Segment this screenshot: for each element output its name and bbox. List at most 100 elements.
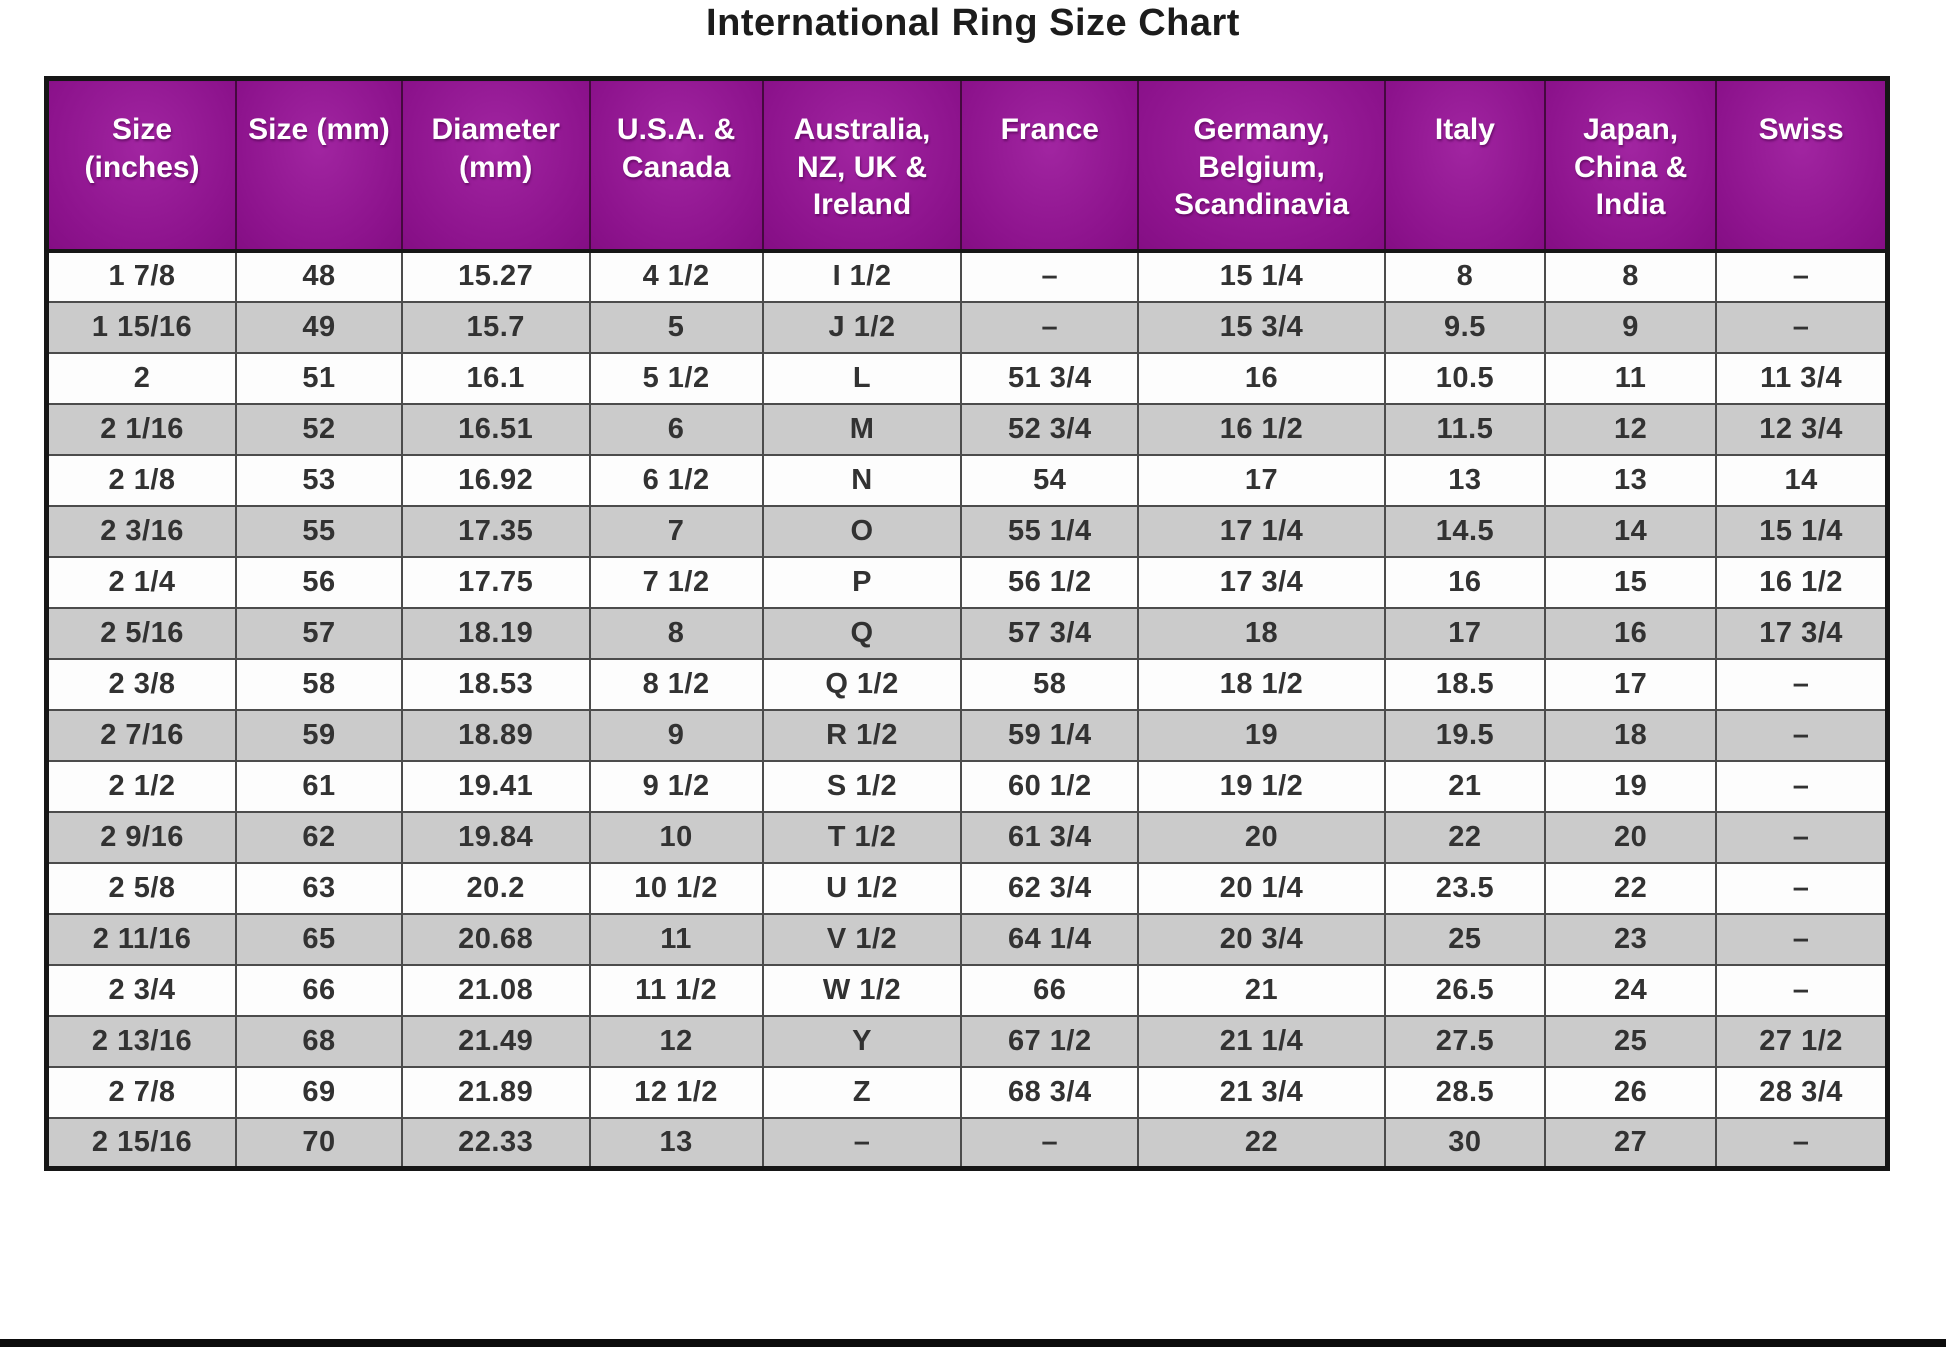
table-cell: 21 (1137, 963, 1386, 1017)
table-cell: 9 (1544, 300, 1718, 354)
table-cell: 2 5/8 (45, 861, 238, 915)
table-cell: 21.89 (400, 1065, 591, 1119)
table-cell: 16 (1383, 555, 1547, 609)
table-cell: Y (761, 1014, 963, 1068)
table-cell: – (1715, 861, 1889, 915)
table-cell: M (761, 402, 963, 456)
table-cell: 15.7 (400, 300, 591, 354)
table-row: 2 1/2 61 19.41 9 1/2 S 1/2 60 1/2 19 1/2 21 19– (45, 759, 1889, 813)
table-cell: 15 (1544, 555, 1718, 609)
table-cell: 19.41 (400, 759, 591, 813)
table-cell: 56 (235, 555, 403, 609)
table-cell: 56 1/2 (960, 555, 1140, 609)
table-cell: 13 (1544, 453, 1718, 507)
table-cell: 22 (1383, 810, 1547, 864)
table-cell: 53 (235, 453, 403, 507)
table-row: 2 1/4 56 17.75 7 1/2 P 56 1/2 17 3/4 16 15 16 1/2 (45, 555, 1889, 609)
table-cell: 28.5 (1383, 1065, 1547, 1119)
column-header: Australia, NZ, UK & Ireland (761, 78, 963, 253)
column-header: Swiss (1715, 78, 1889, 253)
table-cell: 55 (235, 504, 403, 558)
table-cell: 59 (235, 708, 403, 762)
table-cell: N (761, 453, 963, 507)
table-cell: 19 1/2 (1137, 759, 1386, 813)
table-cell: 25 (1544, 1014, 1718, 1068)
table-cell: 20 (1544, 810, 1718, 864)
table-row: 1 15/16 49 15.7 5 J 1/2–15 3/4 9.5 9– (45, 300, 1889, 354)
table-cell: 2 15/16 (45, 1116, 238, 1170)
table-cell: 17 (1383, 606, 1547, 660)
table-cell: 18.5 (1383, 657, 1547, 711)
table-cell: 30 (1383, 1116, 1547, 1170)
table-row: 2 51 16.1 5 1/2 L 51 3/4 16 10.5 11 11 3/4 (45, 351, 1889, 405)
table-cell: 12 3/4 (1715, 402, 1889, 456)
table-cell: 10.5 (1383, 351, 1547, 405)
table-cell: 21.49 (400, 1014, 591, 1068)
column-header: Italy (1383, 78, 1547, 253)
table-cell: 63 (235, 861, 403, 915)
table-cell: 22 (1137, 1116, 1386, 1170)
column-header: France (960, 78, 1140, 253)
table-cell: 58 (235, 657, 403, 711)
table-cell: 6 1/2 (588, 453, 764, 507)
table-cell: 12 (1544, 402, 1718, 456)
table-cell: 51 3/4 (960, 351, 1140, 405)
header-row: Size (inches) Size (mm) Diameter (mm) U.S.A… (45, 78, 1889, 253)
table-cell: – (960, 300, 1140, 354)
table-cell: 25 (1383, 912, 1547, 966)
table-cell: 7 (588, 504, 764, 558)
table-cell: 52 (235, 402, 403, 456)
table-cell: – (1715, 708, 1889, 762)
table-cell: 16.51 (400, 402, 591, 456)
table-cell: – (1715, 1116, 1889, 1170)
table-cell: 16 (1544, 606, 1718, 660)
table-cell: 26.5 (1383, 963, 1547, 1017)
table-cell: 15 1/4 (1715, 504, 1889, 558)
table-cell: 23 (1544, 912, 1718, 966)
table-cell: O (761, 504, 963, 558)
table-cell: 54 (960, 453, 1140, 507)
table-cell: – (960, 1116, 1140, 1170)
column-header: Size (inches) (45, 78, 238, 253)
table-row: 2 7/8 69 21.89 12 1/2 Z 68 3/4 21 3/4 28.5 26 28 … (45, 1065, 1889, 1119)
table-cell: 69 (235, 1065, 403, 1119)
table-cell: 15 1/4 (1137, 249, 1386, 303)
table-cell: U 1/2 (761, 861, 963, 915)
table-cell: 51 (235, 351, 403, 405)
table-cell: 62 3/4 (960, 861, 1140, 915)
table-cell: 18.89 (400, 708, 591, 762)
table-cell: 52 3/4 (960, 402, 1140, 456)
table-cell: 19 (1544, 759, 1718, 813)
table-cell: 13 (1383, 453, 1547, 507)
table-cell: 2 9/16 (45, 810, 238, 864)
table-cell: 26 (1544, 1065, 1718, 1119)
table-cell: 17 (1544, 657, 1718, 711)
column-header: Germany, Belgium, Scandinavia (1137, 78, 1386, 253)
table-cell: 10 1/2 (588, 861, 764, 915)
table-cell: 19 (1137, 708, 1386, 762)
table-cell: 16 1/2 (1137, 402, 1386, 456)
table-cell: 11 (1544, 351, 1718, 405)
table-cell: 14 (1715, 453, 1889, 507)
table-cell: Z (761, 1065, 963, 1119)
table-cell: 64 1/4 (960, 912, 1140, 966)
table-cell: 27 1/2 (1715, 1014, 1889, 1068)
table-cell: I 1/2 (761, 249, 963, 303)
table-cell: 19.5 (1383, 708, 1547, 762)
table-row: 2 3/16 55 17.35 7 O 55 1/4 17 1/4 14.5 14 15 1/4 (45, 504, 1889, 558)
table-cell: 9 (588, 708, 764, 762)
table-cell: 2 7/16 (45, 708, 238, 762)
table-cell: 18 1/2 (1137, 657, 1386, 711)
table-cell: 2 7/8 (45, 1065, 238, 1119)
table-body: 1 7/8 48 15.27 4 1/2 I 1/2–15 1/4 8 8–1 15/16 4… (45, 249, 1889, 1170)
table-row: 2 11/16 65 20.68 11 V 1/2 64 1/4 20 3/4 25 23– (45, 912, 1889, 966)
table-row: 2 5/16 57 18.19 8 Q 57 3/4 18 17 16 17 3/4 (45, 606, 1889, 660)
table-row: 2 15/16 70 22.33 13– –22 30 27– (45, 1116, 1889, 1170)
table-cell: 15 3/4 (1137, 300, 1386, 354)
table-cell: 17.35 (400, 504, 591, 558)
table-cell: 13 (588, 1116, 764, 1170)
table-cell: – (960, 249, 1140, 303)
table-cell: 12 (588, 1014, 764, 1068)
table-cell: 1 15/16 (45, 300, 238, 354)
table-cell: 2 3/8 (45, 657, 238, 711)
